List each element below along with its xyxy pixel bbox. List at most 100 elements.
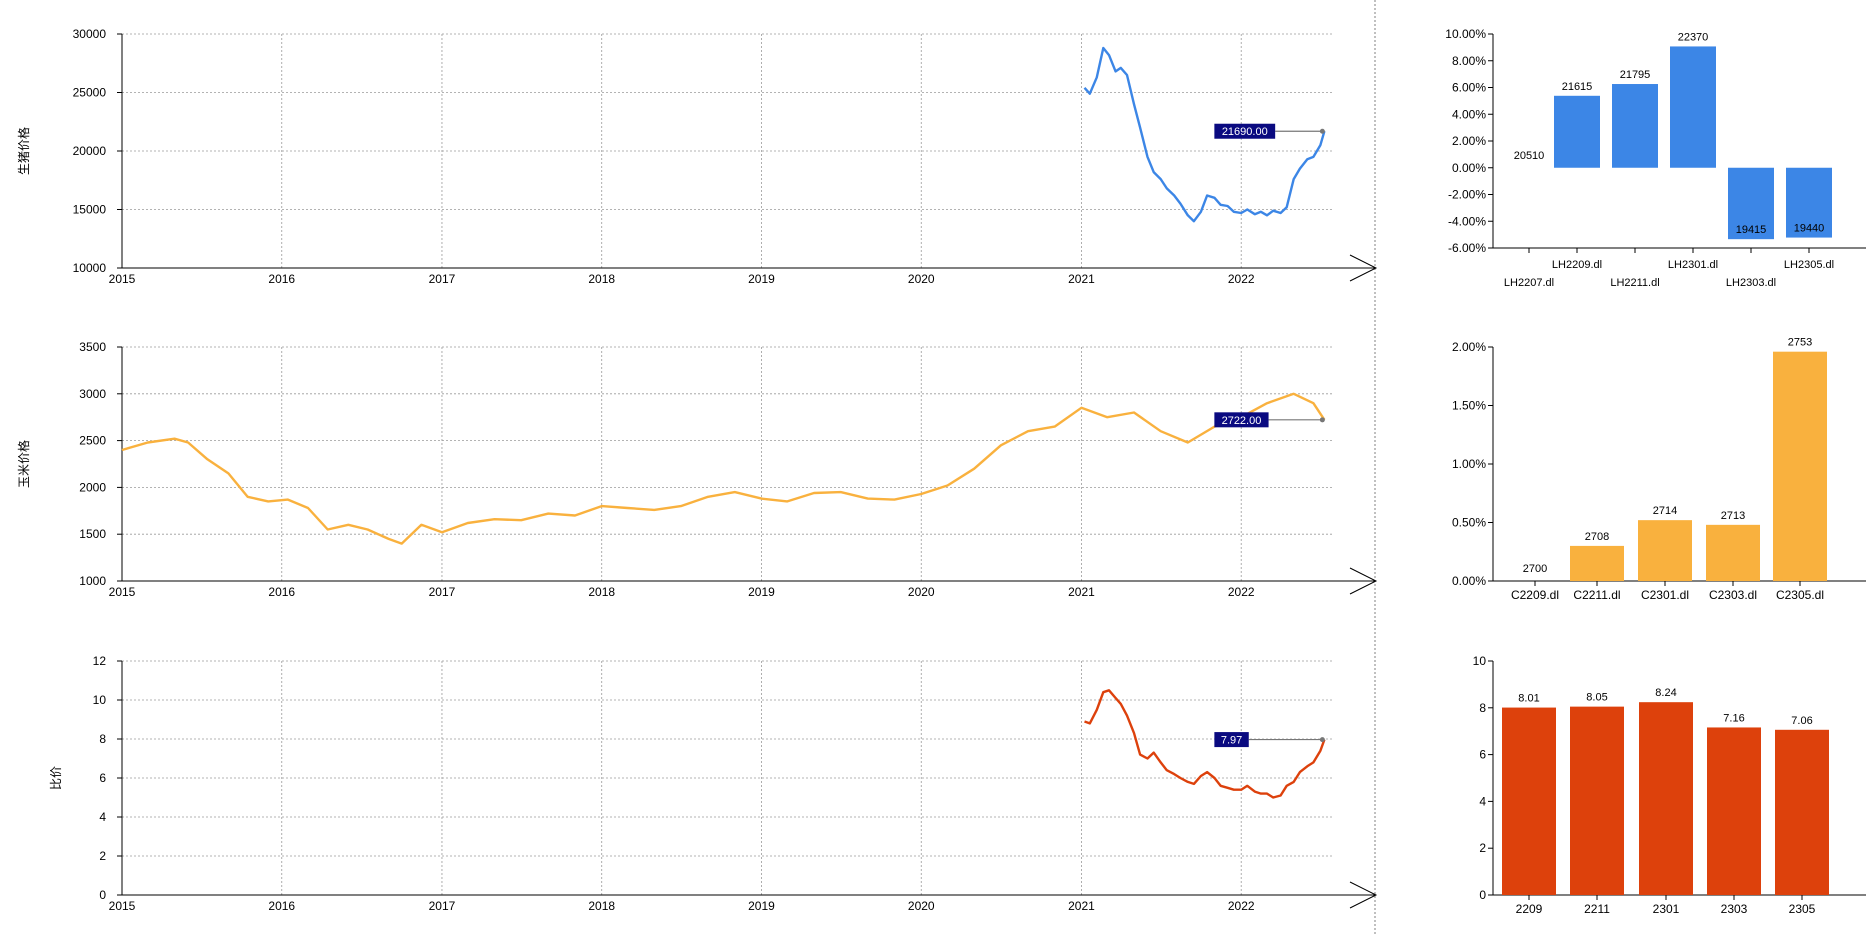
y-tick-label: 0.50% [1452, 516, 1486, 530]
y-tick-label: 1000 [79, 574, 106, 588]
category-label: C2301.dl [1641, 588, 1689, 602]
x-tick-label: 2021 [1068, 585, 1095, 599]
y-tick-label: 1.00% [1452, 457, 1486, 471]
x-tick-label: 2020 [908, 899, 935, 913]
y-tick-label: 4 [1479, 794, 1486, 808]
x-tick-label: 2015 [109, 899, 136, 913]
bar-value-label: 2708 [1585, 531, 1609, 543]
series-line [121, 392, 1326, 545]
category-label: C2211.dl [1573, 588, 1620, 602]
x-tick-label: 2019 [748, 899, 775, 913]
category-label: LH2211.dl [1610, 277, 1659, 289]
y-tick-label: 25000 [73, 86, 107, 100]
x-tick-label: 2020 [908, 272, 935, 286]
bar-value-label: 2714 [1653, 505, 1677, 517]
category-label: 2305 [1789, 902, 1816, 916]
series-line [1084, 689, 1326, 799]
bar [1775, 729, 1829, 895]
bar-value-label: 19415 [1736, 224, 1767, 236]
y-tick-label: 4.00% [1452, 107, 1486, 121]
bar [1786, 167, 1832, 238]
bar-value-label: 19440 [1794, 223, 1825, 235]
bar [1670, 46, 1716, 168]
bar [1773, 351, 1827, 581]
x-tick-label: 2020 [908, 585, 935, 599]
y-tick-label: 1500 [79, 527, 106, 541]
y-tick-label: 12 [93, 654, 107, 668]
category-label: LH2303.dl [1726, 277, 1776, 289]
x-axis-arrow [1349, 254, 1378, 282]
bar [1639, 702, 1693, 895]
latest-value-badge [1214, 412, 1269, 428]
x-tick-label: 2022 [1228, 899, 1255, 913]
x-tick-label: 2016 [268, 272, 295, 286]
y-tick-label: 15000 [73, 203, 107, 217]
bar-value-label: 21795 [1620, 69, 1651, 81]
y-tick-label: 2 [99, 849, 106, 863]
x-tick-label: 2018 [588, 272, 615, 286]
bar-chart-1: -6.00% -4.00% -2.00% 0.00% 2.00% 4.00% 6.00% 8.… [1445, 27, 1866, 289]
x-tick-label: 2021 [1068, 272, 1095, 286]
latest-value-badge [1214, 732, 1249, 748]
bar-value-label: 8.24 [1655, 687, 1676, 699]
y-tick-label: 2.00% [1452, 340, 1486, 354]
latest-value-label: 2722.00 [1222, 415, 1262, 427]
x-tick-label: 2017 [429, 899, 456, 913]
line-chart-1: 10000 15000 20000 25000 30000 2015 2016 2017 201… [16, 27, 1378, 286]
y-tick-label: 10 [93, 693, 107, 707]
y-tick-label: -6.00% [1448, 241, 1486, 255]
line-chart-3: 0 2 4 6 8 10 12 2015 2016 2017 2018 2019 2020 2021 202… [49, 654, 1378, 913]
x-tick-label: 2021 [1068, 899, 1095, 913]
y-tick-label: 8 [99, 732, 106, 746]
y-tick-label: 8 [1479, 701, 1486, 715]
x-tick-label: 2015 [109, 272, 136, 286]
category-label: 2303 [1721, 902, 1748, 916]
series-line [1083, 46, 1326, 223]
x-axis-arrow [1349, 881, 1378, 909]
latest-value-label: 21690.00 [1222, 126, 1268, 138]
y-tick-label: 30000 [73, 27, 107, 41]
category-label: LH2301.dl [1668, 259, 1718, 271]
bar-value-label: 7.16 [1723, 712, 1744, 724]
y-tick-label: 0.00% [1452, 574, 1486, 588]
x-axis-arrow [1349, 567, 1378, 595]
x-tick-label: 2017 [429, 585, 456, 599]
y-tick-label: 2000 [79, 480, 106, 494]
bar-value-label: 8.01 [1518, 693, 1539, 705]
bar-value-label: 21615 [1562, 81, 1593, 93]
y-tick-label: -4.00% [1448, 214, 1486, 228]
y-tick-label: 2500 [79, 434, 106, 448]
bar-value-label: 2700 [1523, 563, 1547, 575]
x-tick-label: 2018 [588, 899, 615, 913]
y-tick-label: 3000 [79, 387, 106, 401]
y-tick-label: 0 [99, 888, 106, 902]
bar [1707, 727, 1761, 895]
y-tick-label: 4 [99, 810, 106, 824]
category-label: LH2207.dl [1504, 277, 1554, 289]
category-label: 2301 [1653, 902, 1680, 916]
y-tick-label: 10.00% [1445, 27, 1486, 41]
category-label: C2209.dl [1511, 588, 1559, 602]
x-tick-label: 2022 [1228, 585, 1255, 599]
y-axis-label: 生猪价格 [16, 127, 31, 175]
bar-value-label: 2713 [1721, 510, 1745, 522]
bar [1554, 95, 1600, 168]
category-label: C2303.dl [1709, 588, 1757, 602]
y-tick-label: 8.00% [1452, 54, 1486, 68]
bar [1728, 167, 1774, 240]
x-tick-label: 2019 [748, 272, 775, 286]
y-tick-label: 0.00% [1452, 161, 1486, 175]
bar [1502, 707, 1556, 895]
bar [1706, 524, 1760, 581]
category-label: LH2305.dl [1784, 259, 1834, 271]
y-tick-label: 3500 [79, 340, 106, 354]
latest-marker [1319, 417, 1325, 423]
bar [1570, 706, 1624, 895]
category-label: LH2209.dl [1552, 259, 1602, 271]
category-label: 2211 [1584, 902, 1610, 916]
x-tick-label: 2022 [1228, 272, 1255, 286]
y-tick-label: 1.50% [1452, 399, 1486, 413]
y-axis-label: 比价 [49, 766, 63, 790]
line-chart-2: 1000 1500 2000 2500 3000 3500 2015 2016 2017 2018… [16, 340, 1378, 599]
